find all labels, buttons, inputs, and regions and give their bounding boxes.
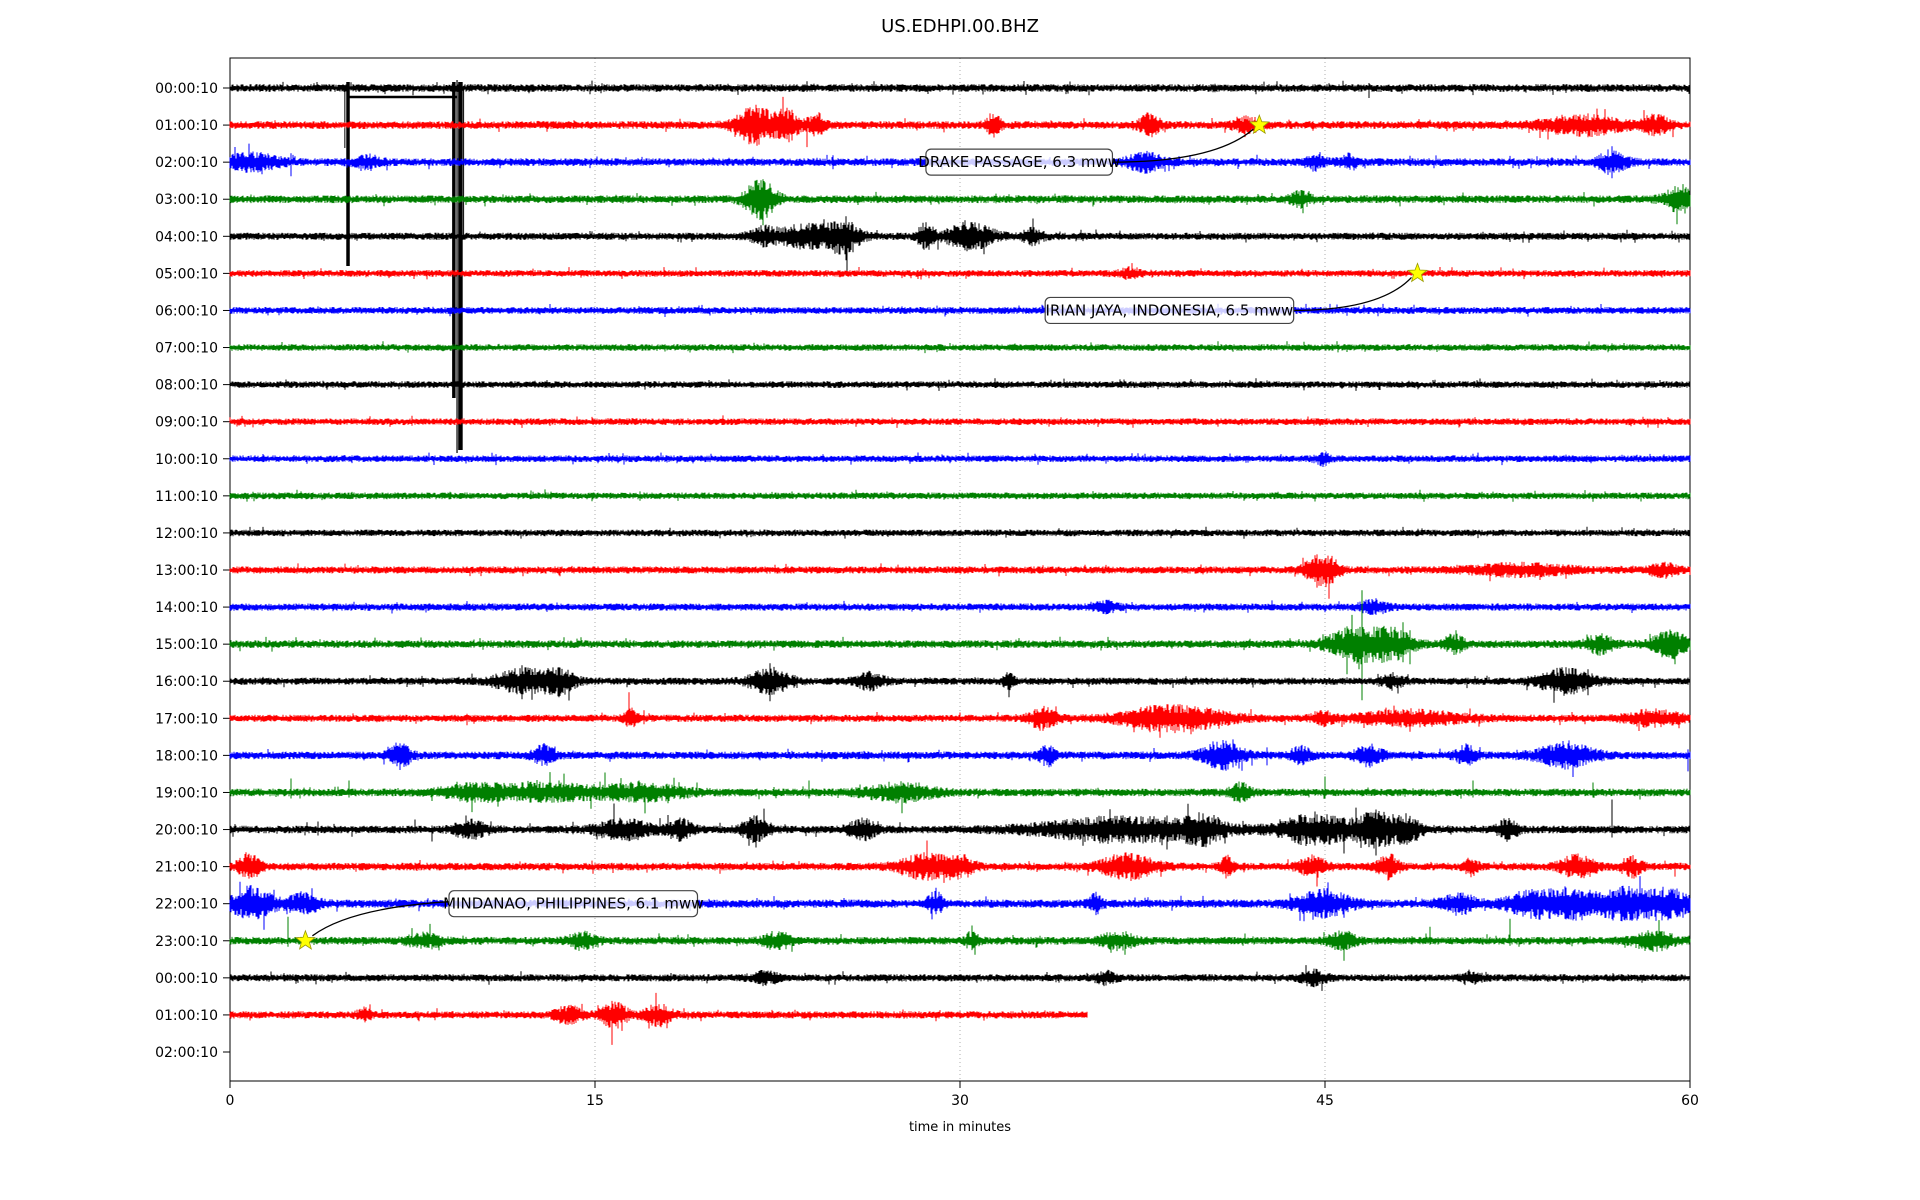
y-tick-label: 12:00:10 bbox=[155, 526, 218, 542]
y-tick-label: 00:00:10 bbox=[155, 81, 218, 97]
event-annotation: MINDANAO, PHILIPPINES, 6.1 mww bbox=[294, 890, 703, 950]
y-tick-label: 11:00:10 bbox=[155, 489, 218, 505]
y-tick-label: 08:00:10 bbox=[155, 378, 218, 394]
trace-row-21 bbox=[229, 840, 1691, 887]
y-tick-label: 22:00:10 bbox=[155, 897, 218, 913]
y-tick-label: 02:00:10 bbox=[155, 1045, 218, 1061]
x-tick-label: 0 bbox=[226, 1093, 235, 1109]
y-tick-label: 14:00:10 bbox=[155, 600, 218, 616]
event-star-icon bbox=[1248, 113, 1270, 135]
event-label-box bbox=[925, 148, 1114, 176]
trace-row-23 bbox=[229, 916, 1691, 961]
trace-row-7 bbox=[229, 341, 1691, 354]
event-label: IRIAN JAYA, INDONESIA, 6.5 mww bbox=[1046, 301, 1294, 319]
trace-row-18 bbox=[229, 739, 1691, 777]
event-annotation: IRIAN JAYA, INDONESIA, 6.5 mww bbox=[1044, 262, 1429, 325]
y-tick-label: 03:00:10 bbox=[155, 192, 218, 208]
y-tick-label: 21:00:10 bbox=[155, 860, 218, 876]
y-tick-label: 06:00:10 bbox=[155, 303, 218, 319]
y-tick-label: 05:00:10 bbox=[155, 266, 218, 282]
trace-row-10 bbox=[229, 451, 1691, 467]
trace-row-11 bbox=[229, 489, 1691, 502]
event-star-icon bbox=[1406, 262, 1429, 283]
event-label: DRAKE PASSAGE, 6.3 mww bbox=[918, 153, 1120, 171]
y-tick-label: 17:00:10 bbox=[155, 711, 218, 727]
event-label-box bbox=[448, 890, 699, 918]
x-tick-label: 60 bbox=[1681, 1093, 1699, 1109]
y-tick-label: 02:00:10 bbox=[155, 155, 218, 171]
y-tick-label: 20:00:10 bbox=[155, 823, 218, 839]
event-annotation: DRAKE PASSAGE, 6.3 mww bbox=[918, 113, 1270, 176]
event-label: MINDANAO, PHILIPPINES, 6.1 mww bbox=[443, 895, 703, 913]
trace-row-19 bbox=[229, 772, 1691, 814]
y-tick-label: 09:00:10 bbox=[155, 415, 218, 431]
trace-row-0 bbox=[229, 80, 1691, 98]
x-tick-label: 15 bbox=[586, 1093, 604, 1109]
trace-row-24 bbox=[229, 965, 1691, 991]
y-tick-label: 01:00:10 bbox=[155, 118, 218, 134]
trace-row-14 bbox=[229, 598, 1691, 615]
y-tick-label: 01:00:10 bbox=[155, 1008, 218, 1024]
trace-row-16 bbox=[229, 663, 1691, 703]
event-leader-line bbox=[312, 901, 450, 937]
x-tick-label: 30 bbox=[951, 1093, 969, 1109]
trace-row-17 bbox=[229, 692, 1691, 738]
y-tick-label: 10:00:10 bbox=[155, 452, 218, 468]
trace-row-13 bbox=[229, 554, 1691, 599]
trace-row-4 bbox=[229, 216, 1691, 271]
y-tick-label: 19:00:10 bbox=[155, 785, 218, 801]
trace-row-6 bbox=[229, 303, 1691, 317]
y-tick-label: 18:00:10 bbox=[155, 748, 218, 764]
trace-row-15 bbox=[229, 590, 1691, 701]
y-tick-label: 13:00:10 bbox=[155, 563, 218, 579]
y-tick-label: 04:00:10 bbox=[155, 229, 218, 245]
y-tick-label: 16:00:10 bbox=[155, 674, 218, 690]
y-tick-label: 15:00:10 bbox=[155, 637, 218, 653]
event-label-box bbox=[1044, 296, 1295, 325]
trace-row-8 bbox=[229, 378, 1691, 391]
event-star-icon bbox=[294, 929, 316, 950]
trace-row-3 bbox=[229, 179, 1691, 226]
plot-title: US.EDHPI.00.BHZ bbox=[881, 16, 1039, 37]
trace-row-5 bbox=[229, 263, 1691, 280]
trace-row-1 bbox=[229, 96, 1691, 148]
event-leader-line bbox=[1293, 276, 1412, 312]
x-tick-label: 45 bbox=[1316, 1093, 1334, 1109]
trace-row-9 bbox=[229, 415, 1691, 428]
trace-row-25 bbox=[229, 992, 1088, 1045]
event-leader-line bbox=[1112, 128, 1254, 163]
y-tick-label: 23:00:10 bbox=[155, 934, 218, 950]
trace-row-20 bbox=[229, 799, 1691, 856]
x-axis-label: time in minutes bbox=[908, 1120, 1012, 1135]
trace-row-12 bbox=[229, 526, 1691, 539]
y-tick-label: 07:00:10 bbox=[155, 341, 218, 357]
y-tick-label: 00:00:10 bbox=[155, 971, 218, 987]
